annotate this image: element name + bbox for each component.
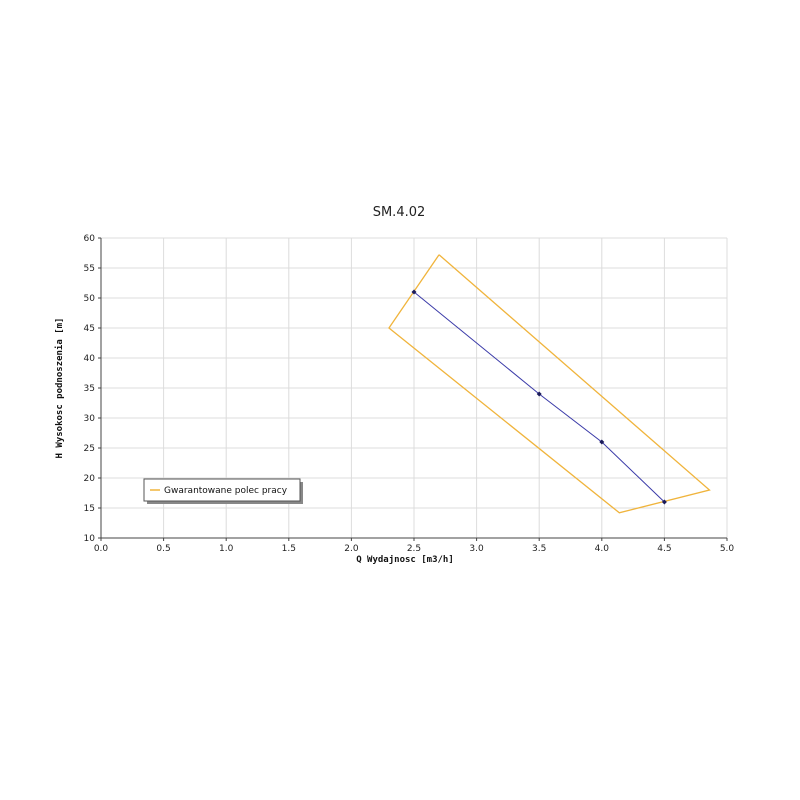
y-tick-label: 55 [84, 264, 95, 274]
y-tick-label: 15 [84, 504, 95, 514]
series-pump-curve [413, 291, 665, 503]
chart-title: SM.4.02 [373, 205, 426, 220]
data-point [536, 391, 542, 397]
series-operating-envelope [388, 254, 711, 514]
x-tick-label: 4.0 [595, 544, 610, 554]
x-tick-label: 2.0 [344, 544, 359, 554]
x-tick-label: 5.0 [720, 544, 735, 554]
y-tick-label: 50 [84, 294, 96, 304]
data-point [599, 439, 605, 445]
data-point [661, 499, 667, 505]
x-tick-label: 1.5 [282, 544, 296, 554]
y-tick-label: 35 [84, 384, 95, 394]
y-tick-label: 20 [84, 474, 96, 484]
legend-box [143, 478, 301, 502]
x-tick-label: 1.0 [219, 544, 234, 554]
y-tick-label: 40 [84, 354, 96, 364]
y-tick-label: 45 [84, 324, 95, 334]
x-tick-label: 3.5 [532, 544, 546, 554]
axes: 0.0 0.5 1.0 1.5 2.0 2.5 3.0 3.5 4.0 4.5 5.0 10 15 20 2… [84, 234, 735, 554]
y-tick-label: 10 [84, 534, 96, 544]
legend-label: Gwarantowane polec pracy [164, 486, 288, 496]
y-tick-label: 25 [84, 444, 95, 454]
data-point [411, 289, 417, 295]
x-tick-label: 0.5 [156, 544, 170, 554]
plot-area [388, 254, 711, 514]
x-tick-label: 0.0 [94, 544, 109, 554]
y-tick-label: 60 [84, 234, 96, 244]
y-tick-label: 30 [84, 414, 96, 424]
x-axis-title: Q Wydajnosc [m3/h] [356, 554, 454, 565]
legend: Gwarantowane polec pracy [143, 478, 303, 504]
x-tick-label: 2.5 [407, 544, 421, 554]
x-tick-label: 4.5 [657, 544, 671, 554]
x-tick-label: 3.0 [469, 544, 484, 554]
y-axis-title: H Wysokosc podnoszenia [m] [54, 318, 65, 459]
